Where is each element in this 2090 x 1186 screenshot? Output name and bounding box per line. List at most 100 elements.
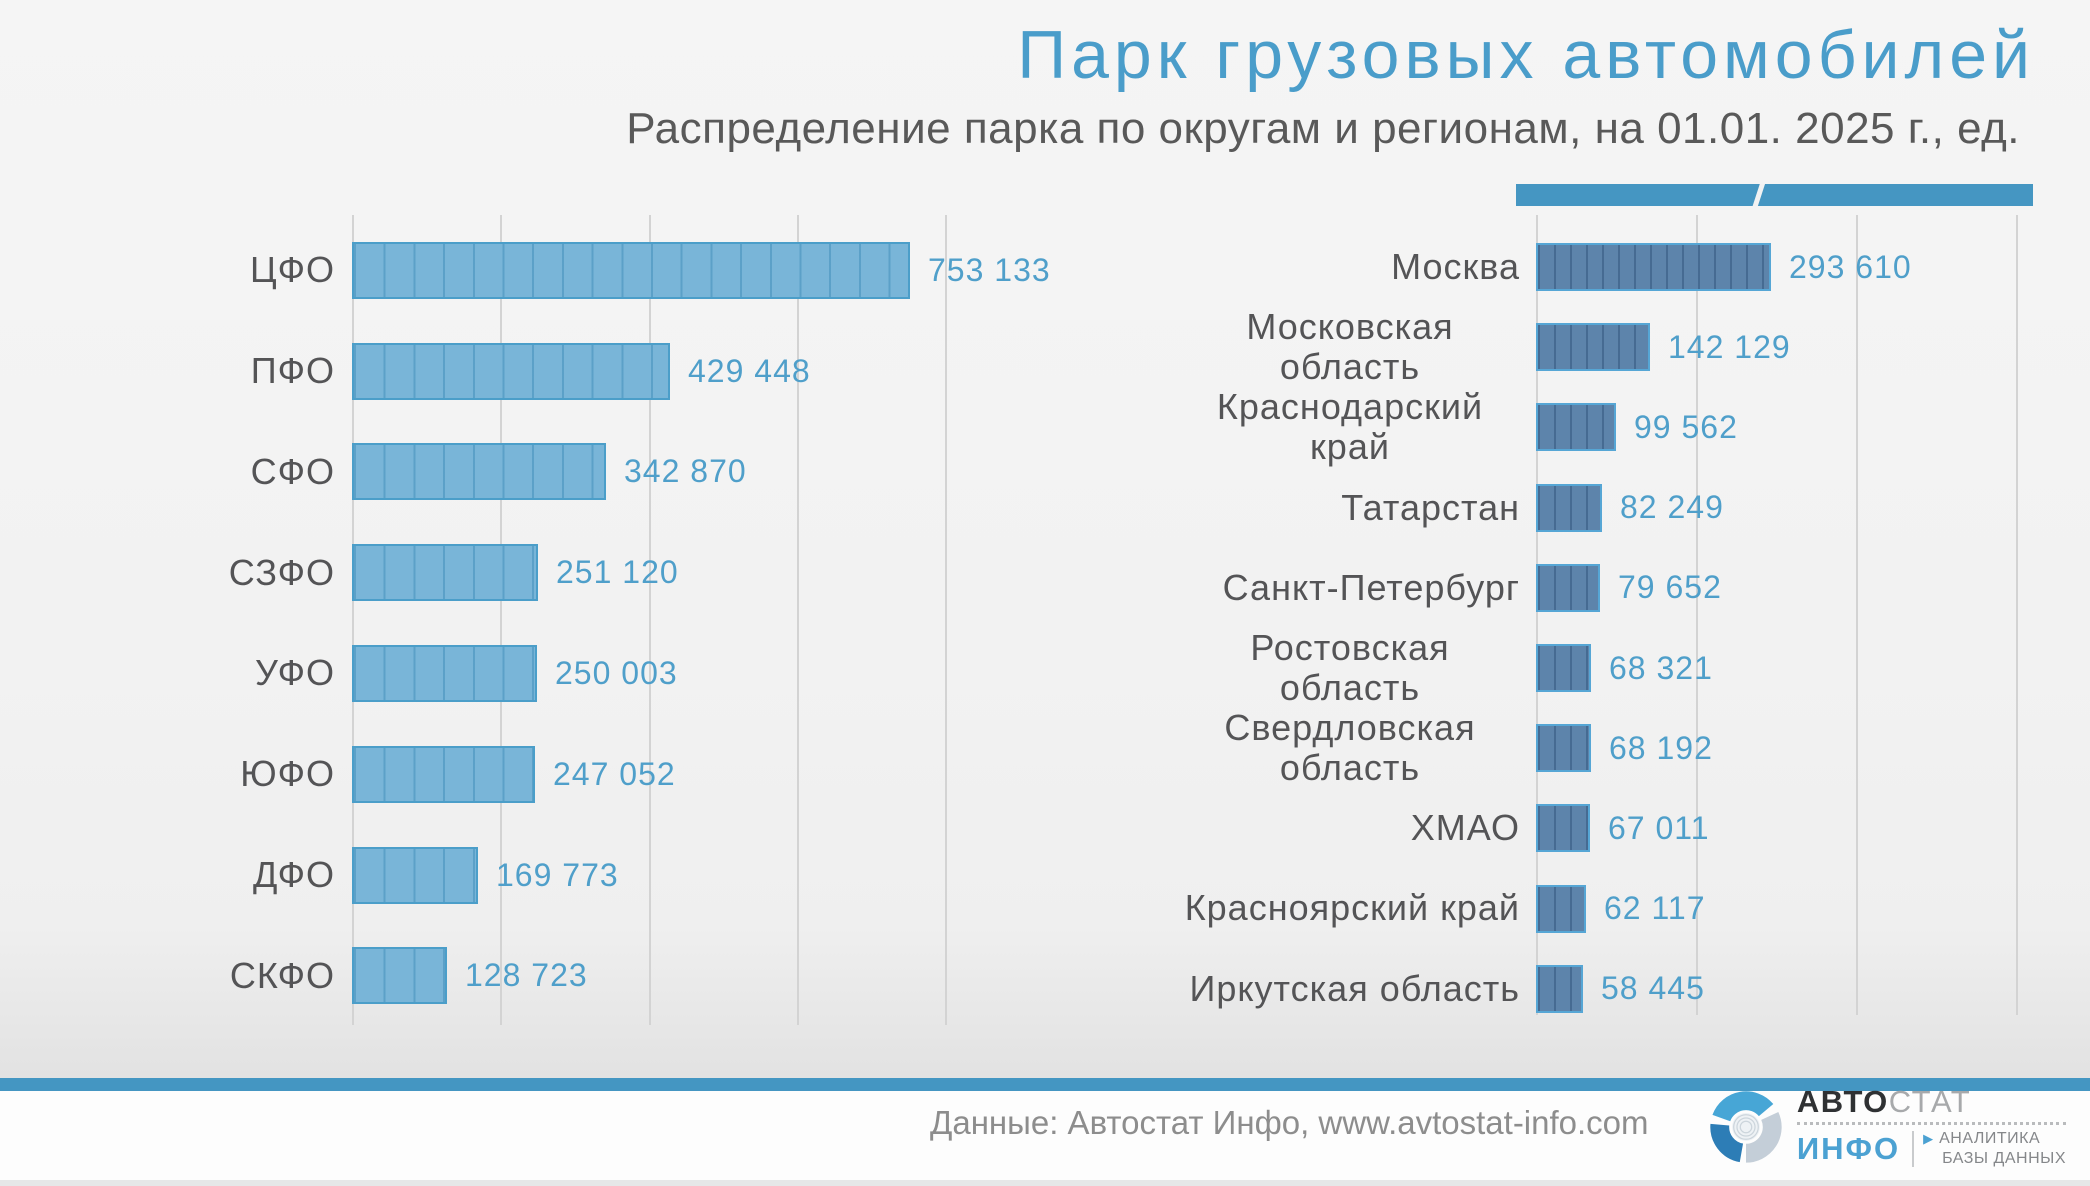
logo-vertical-separator — [1912, 1130, 1915, 1167]
chart-row: ЮФО 247 052 — [150, 724, 1051, 825]
category-label: ЦФО — [249, 249, 335, 291]
value-label: 58 445 — [1601, 970, 1705, 1007]
bar-zone: 79 652 — [1536, 563, 1722, 612]
value-label: 99 562 — [1634, 408, 1738, 445]
page-subtitle: Распределение парка по округам и региона… — [626, 104, 2020, 153]
chart-row: ДФО 169 773 — [150, 825, 1051, 926]
value-label: 68 192 — [1609, 729, 1713, 766]
bar-zone: 429 448 — [352, 342, 811, 400]
bar — [352, 745, 535, 803]
category-label-cell: ХМАО — [1180, 807, 1520, 848]
value-label: 753 133 — [928, 251, 1051, 288]
chart-federal-districts: ЦФО 753 133 ПФО 429 448 СФО 342 870 СЗФО 251 12… — [150, 220, 1051, 1026]
chart-row: Иркутская область 58 445 — [1180, 949, 1912, 1029]
bar — [1536, 804, 1590, 853]
category-label-cell: Санкт-Петербург — [1180, 567, 1520, 608]
chart-row: СКФО 128 723 — [150, 926, 1051, 1027]
category-label-cell: Красноярский край — [1180, 888, 1520, 929]
category-label-cell: Московская область — [1180, 306, 1520, 388]
bar-zone: 342 870 — [352, 443, 747, 501]
category-label: СКФО — [229, 954, 335, 996]
bar-zone: 142 129 — [1536, 323, 1791, 372]
category-label: Краснодарский край — [1216, 386, 1484, 468]
category-label-cell: Ростовская область — [1180, 626, 1520, 709]
value-label: 247 052 — [553, 755, 676, 792]
category-label-cell: Свердловская область — [1180, 706, 1520, 789]
bar-zone: 128 723 — [352, 947, 588, 1005]
play-arrow-icon: ▶ — [1923, 1131, 1934, 1147]
bar — [352, 443, 606, 501]
category-label: Татарстан — [1341, 486, 1520, 528]
category-label-cell: СКФО — [150, 954, 335, 996]
data-source-text: Данные: Автостат Инфо, www.avtostat-info… — [930, 1104, 1649, 1141]
chart-background — [0, 0, 2090, 1078]
bar — [1536, 323, 1650, 372]
bar-zone: 68 321 — [1536, 644, 1713, 693]
category-label: СЗФО — [228, 551, 335, 593]
bar — [352, 342, 670, 400]
value-label: 68 321 — [1609, 649, 1713, 686]
logo-swirl-icon — [1710, 1091, 1782, 1163]
category-label-cell: Краснодарский край — [1180, 387, 1520, 468]
chart-row: УФО 250 003 — [150, 623, 1051, 724]
bar — [1536, 884, 1586, 933]
logo-text-block: АВТОСТАТ ИНФО ▶ АНАЛИТИКА БАЗЫ ДАННЫХ — [1796, 1086, 2066, 1168]
category-label-cell: ЮФО — [150, 753, 335, 795]
chart-row: СЗФО 251 120 — [150, 522, 1051, 623]
chart-row: Краснодарский край 99 562 — [1180, 387, 1912, 467]
value-label: 82 249 — [1620, 489, 1724, 526]
bar — [352, 846, 478, 904]
value-label: 342 870 — [624, 453, 747, 490]
bar-zone: 82 249 — [1536, 483, 1724, 532]
category-label: Свердловская область — [1224, 706, 1476, 789]
bar — [1536, 403, 1616, 452]
gridline — [352, 215, 354, 1025]
category-label-cell: Москва — [1180, 245, 1520, 287]
category-label: СФО — [250, 450, 335, 492]
category-label: Москва — [1391, 245, 1520, 287]
gridline — [1536, 215, 1538, 1015]
logo-brand-info: ИНФО — [1796, 1131, 1901, 1167]
bar-zone: 251 120 — [352, 544, 679, 602]
chart-row: СФО 342 870 — [150, 422, 1051, 523]
bar — [1536, 724, 1591, 773]
bar-zone: 250 003 — [352, 645, 678, 703]
page-title: Парк грузовых автомобилей — [1017, 17, 2035, 93]
logo-brand-line: АВТОСТАТ — [1797, 1086, 2066, 1117]
bottom-edge-strip — [0, 1180, 2090, 1186]
chart-regions: Москва 293 610 Московская область 142 129 Кр… — [1180, 227, 1912, 1029]
bar — [1536, 243, 1771, 292]
gridline — [796, 215, 799, 1025]
category-label: Ростовская область — [1250, 626, 1450, 709]
bar — [352, 947, 447, 1005]
gridline — [1696, 215, 1699, 1015]
logo-tagline-row2: БАЗЫ ДАННЫХ — [1923, 1149, 2066, 1169]
bar-zone: 293 610 — [1536, 243, 1912, 292]
value-label: 79 652 — [1618, 569, 1722, 606]
gridline — [945, 215, 947, 1025]
gridline — [1856, 215, 1859, 1015]
bottom-accent-stripe — [0, 1078, 2090, 1091]
bar — [352, 544, 538, 602]
chart-row: ПФО 429 448 — [150, 321, 1051, 422]
category-label-cell: УФО — [150, 653, 335, 694]
value-label: 128 723 — [465, 957, 588, 994]
logo-dotted-separator — [1796, 1122, 2066, 1125]
bar-zone: 58 445 — [1536, 964, 1705, 1013]
logo-brand-stat: СТАТ — [1888, 1084, 1972, 1119]
category-label-cell: СФО — [150, 450, 335, 492]
value-label: 429 448 — [688, 352, 811, 389]
header-accent-bar — [1516, 184, 2033, 206]
chart-row: ЦФО 753 133 — [150, 220, 1051, 321]
logo-brand-avto: АВТО — [1796, 1084, 1889, 1119]
bar-zone: 753 133 — [352, 241, 1051, 299]
bar — [1536, 563, 1600, 612]
logo-sub-line: ИНФО ▶ АНАЛИТИКА БАЗЫ ДАННЫХ — [1797, 1129, 2066, 1168]
category-label: Иркутская область — [1189, 967, 1520, 1009]
bar-zone: 67 011 — [1536, 804, 1710, 853]
bar — [1536, 483, 1602, 532]
bar — [352, 241, 910, 299]
logo-tagline: ▶ АНАЛИТИКА БАЗЫ ДАННЫХ — [1923, 1129, 2066, 1168]
category-label: ЮФО — [240, 753, 335, 795]
